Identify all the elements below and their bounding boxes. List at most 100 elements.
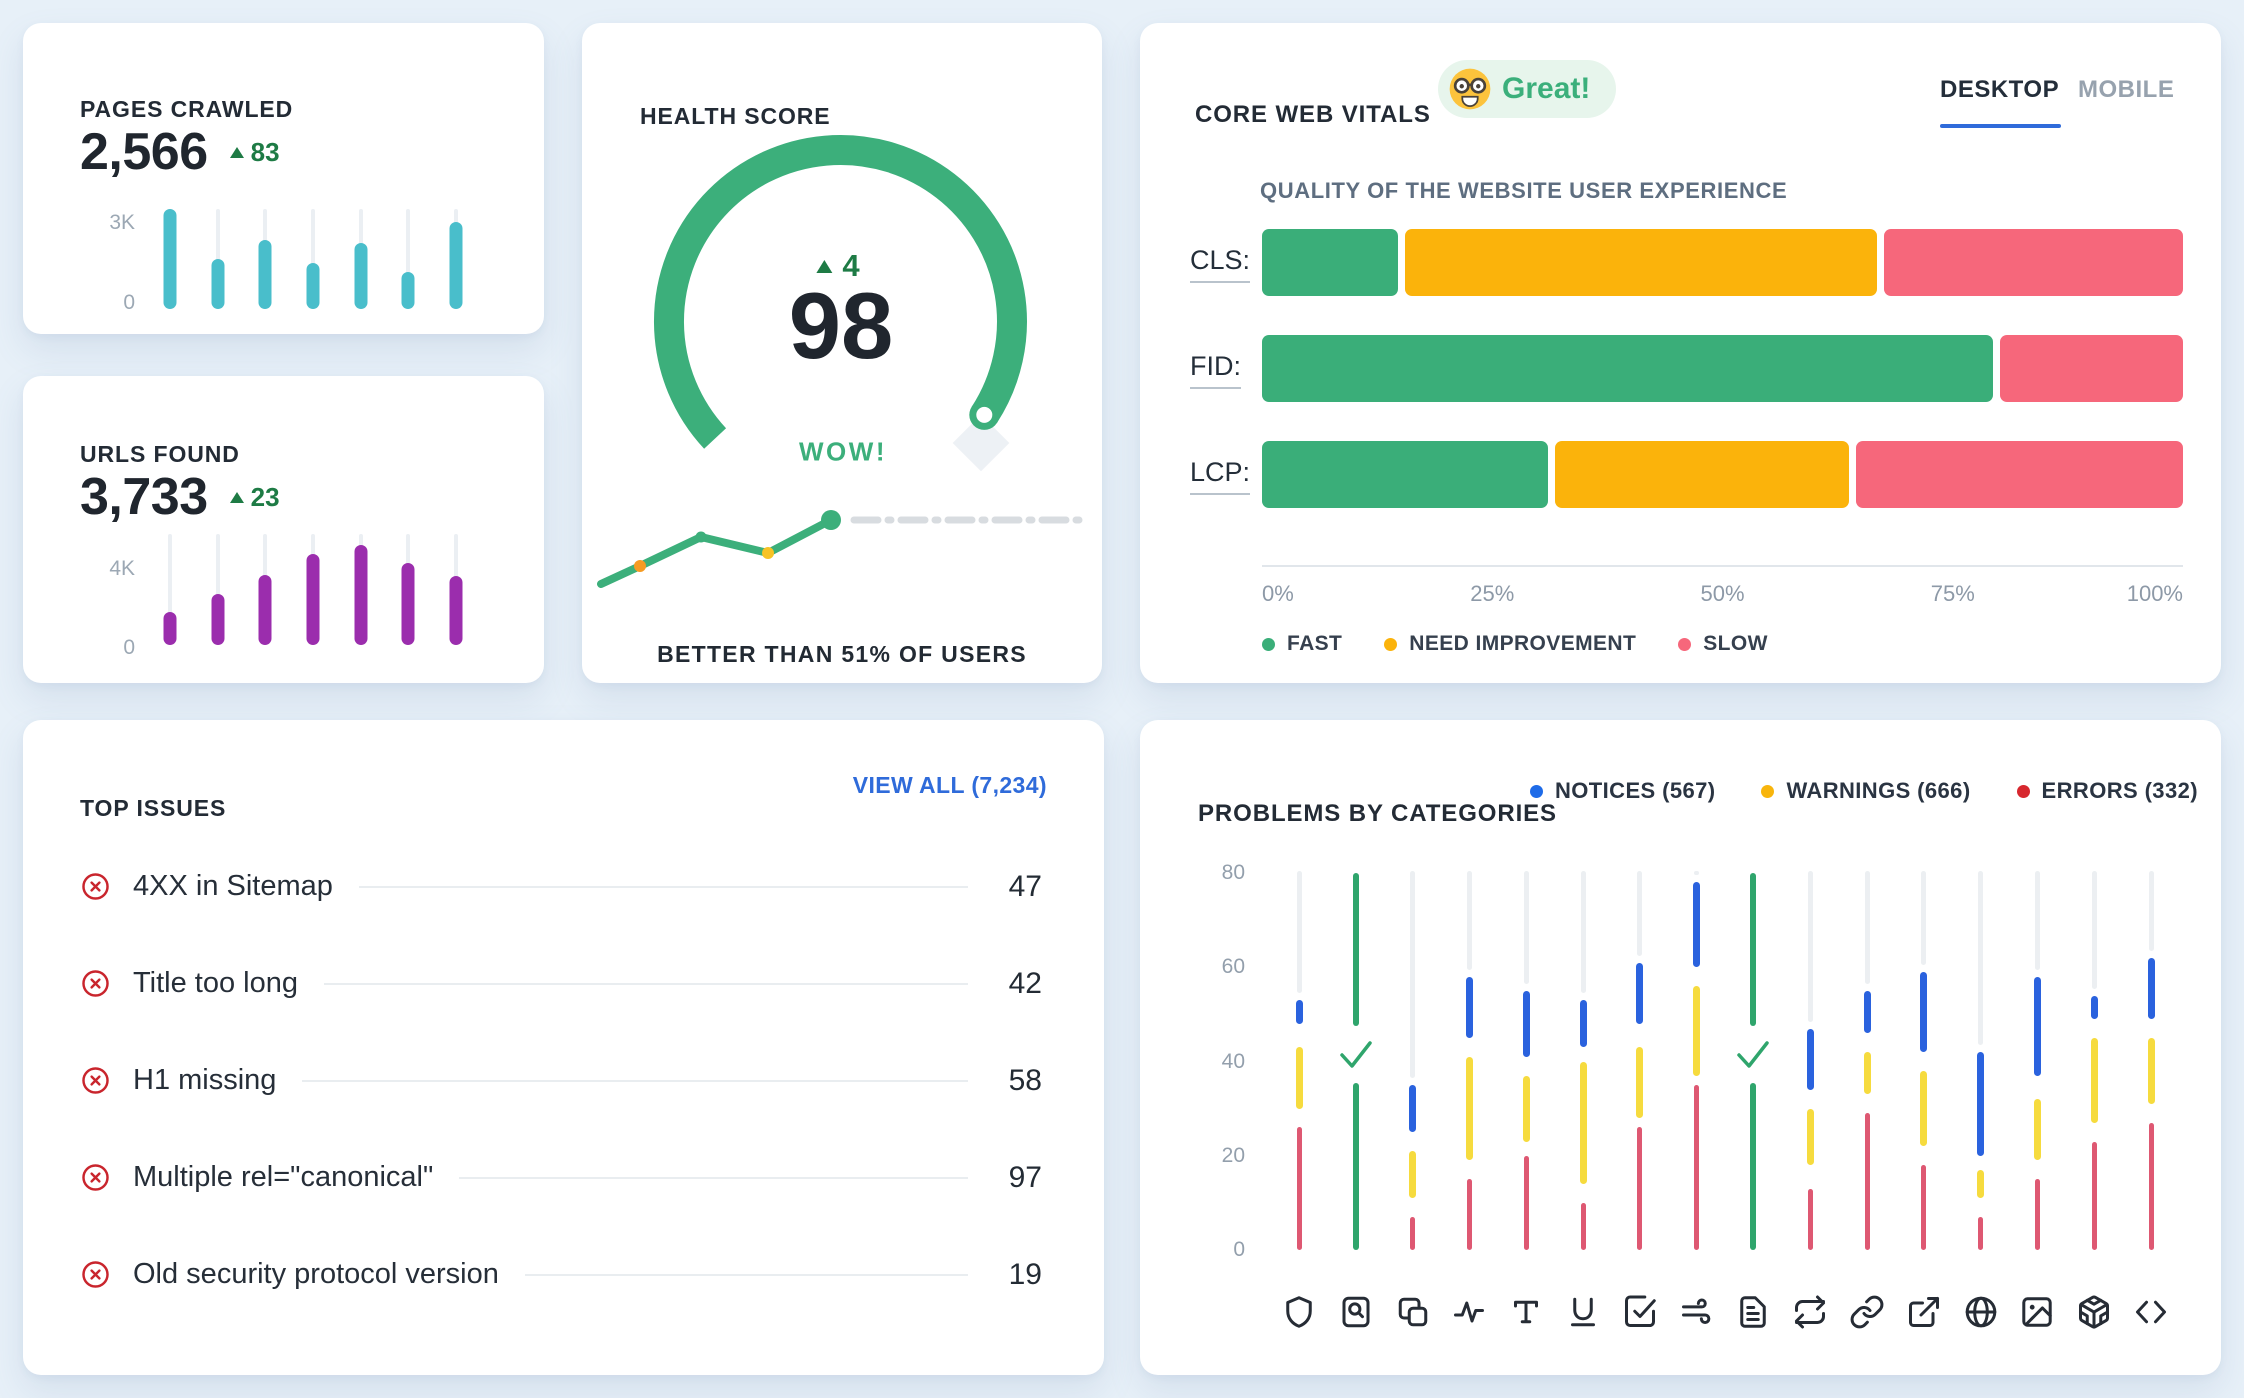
legend-item: WARNINGS (666) (1761, 778, 1970, 804)
legend-label: NOTICES (567) (1555, 778, 1716, 803)
leader-line (524, 1273, 968, 1276)
cwv-row-label: LCP: (1190, 457, 1251, 495)
bar (211, 259, 225, 309)
bar (211, 593, 225, 645)
bar-column (163, 209, 177, 309)
pages-crawled-delta-value: 83 (250, 136, 280, 167)
legend-label: ERRORS (332) (2041, 778, 2198, 803)
health-score-caption: BETTER THAN 51% OF USERS (657, 641, 1027, 667)
pages-crawled-metric: 2,566 83 (80, 123, 280, 181)
top-issues-title: TOP ISSUES (80, 795, 227, 821)
issue-row[interactable]: H1 missing 58 (80, 1032, 1042, 1129)
notices-bar-segment (1693, 882, 1701, 968)
y-axis-tick: 40 (1221, 1049, 1245, 1073)
repeat-icon (1792, 1294, 1828, 1330)
error-icon (80, 1065, 111, 1096)
zoom-page-icon (1338, 1294, 1374, 1330)
legend-label: WARNINGS (666) (1786, 778, 1971, 803)
notices-bar-segment (2090, 995, 2098, 1020)
legend-item: ERRORS (332) (2016, 778, 2198, 804)
ok-column-line (1352, 1082, 1359, 1250)
bar (306, 553, 320, 645)
bar-track (1580, 871, 1586, 994)
link-icon (1849, 1294, 1885, 1330)
notices-bar-segment (1295, 1000, 1303, 1024)
up-triangle-icon (229, 491, 244, 503)
bar-track (2148, 871, 2154, 951)
legend-dot-icon (1262, 637, 1275, 651)
health-score-card: HEALTH SCORE 4 98 WOW! BETTER THAN 51% O… (582, 23, 1102, 683)
ok-column-line (1352, 873, 1359, 1027)
top-issues-card: TOP ISSUES VIEW ALL (7,234) 4XX in Sitem… (23, 720, 1104, 1375)
x-axis-tick: 25% (1470, 581, 1515, 606)
urls-found-delta-value: 23 (250, 481, 280, 512)
issue-row[interactable]: Old security protocol version 19 (80, 1226, 1042, 1323)
bar-column (163, 534, 177, 645)
errors-bar-segment (1978, 1217, 1984, 1250)
bar (258, 240, 272, 309)
y-axis-tick: 80 (1221, 861, 1245, 884)
bar-track (1921, 871, 1927, 965)
bar-segment-slow (2000, 335, 2183, 402)
cwv-stacked-bar (1262, 229, 2183, 296)
bar-track (1978, 871, 1984, 1046)
health-score-gauge (597, 134, 1084, 588)
issue-label: Title too long (133, 967, 298, 999)
bar (306, 263, 320, 309)
errors-bar-segment (1694, 1085, 1700, 1250)
issue-row[interactable]: Multiple rel="canonical" 97 (80, 1129, 1042, 1226)
errors-bar-segment (1637, 1127, 1643, 1250)
warnings-bar-segment (1806, 1108, 1814, 1166)
notices-bar-segment (1977, 1052, 1985, 1156)
bar-column (449, 209, 463, 309)
error-icon (80, 1259, 111, 1290)
bar-column (306, 534, 320, 645)
legend-label: FAST (1287, 632, 1343, 655)
health-score-title: HEALTH SCORE (640, 103, 831, 129)
legend-label: NEED IMPROVEMENT (1409, 632, 1637, 655)
x-axis-tick: 0% (1262, 581, 1294, 606)
health-score-delta: 4 (816, 248, 860, 284)
notices-bar-segment (2033, 976, 2041, 1076)
up-triangle-icon (229, 146, 244, 158)
urls-found-delta: 23 (229, 481, 280, 513)
bar-track (2034, 871, 2040, 970)
gauge-arc (653, 134, 1027, 449)
bar-column (354, 209, 368, 309)
warnings-bar-segment (1579, 1061, 1587, 1185)
tab-mobile[interactable]: MOBILE (2078, 76, 2175, 103)
view-all-link[interactable]: VIEW ALL (7,234) (852, 772, 1047, 798)
trend-point (634, 560, 646, 572)
health-trend-chart (597, 510, 1084, 588)
badge-label: Great! (1502, 72, 1591, 105)
tab-desktop[interactable]: DESKTOP (1940, 76, 2062, 128)
bar-track (1410, 871, 1416, 1079)
urls-found-metric: 3,733 23 (80, 468, 280, 526)
y-axis-tick: 60 (1221, 955, 1245, 979)
bar-segment-need-improvement (1554, 441, 1850, 508)
issue-label: Old security protocol version (133, 1258, 499, 1290)
legend-label: SLOW (1703, 632, 1768, 655)
issue-label: Multiple rel="canonical" (133, 1161, 434, 1193)
cwv-subtitle: QUALITY OF THE WEBSITE USER EXPERIENCE (1260, 178, 1788, 203)
y-axis-tick: 0 (1233, 1238, 1245, 1261)
bar-track (1637, 871, 1643, 956)
bar (401, 272, 415, 309)
bar-column (258, 534, 272, 645)
code-icon (2133, 1294, 2169, 1330)
bar-segment-need-improvement (1405, 229, 1877, 296)
errors-bar-segment (1523, 1155, 1529, 1250)
ok-column-line (1750, 873, 1757, 1027)
bar-track (168, 534, 172, 645)
x-axis-line (1262, 565, 2183, 567)
problems-legend: NOTICES (567) WARNINGS (666) ERRORS (332) (1530, 776, 2198, 806)
errors-bar-segment (1864, 1113, 1870, 1250)
pages-crawled-value: 2,566 (80, 123, 208, 181)
issue-row[interactable]: Title too long 42 (80, 935, 1042, 1032)
pages-crawled-title: PAGES CRAWLED (80, 96, 294, 122)
issue-row[interactable]: 4XX in Sitemap 47 (80, 838, 1042, 935)
urls-found-bar-chart (163, 534, 463, 645)
cwv-stacked-bar (1262, 335, 2183, 402)
bar (449, 222, 463, 309)
warnings-bar-segment (1465, 1056, 1473, 1161)
